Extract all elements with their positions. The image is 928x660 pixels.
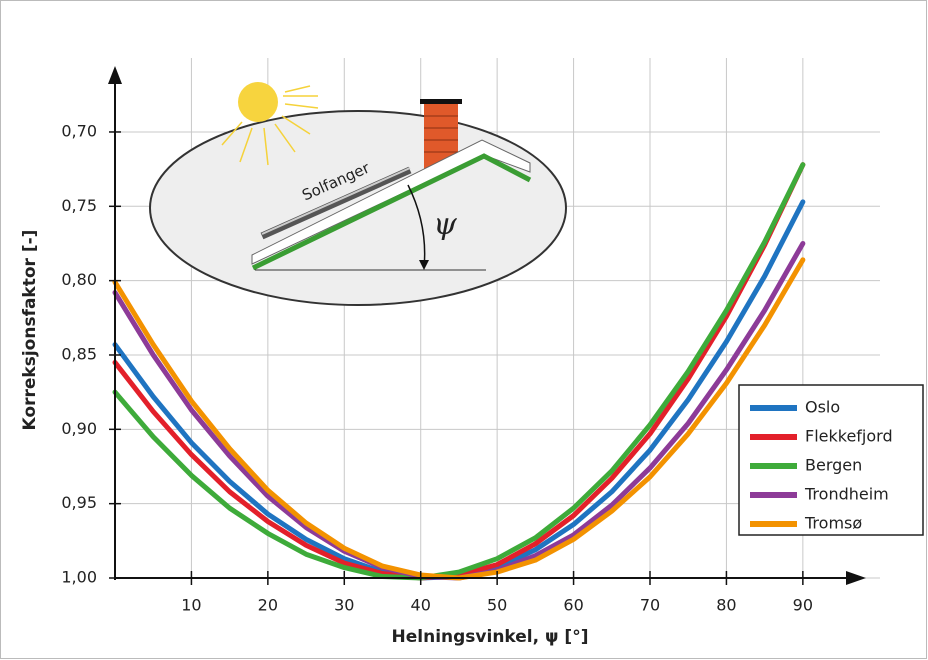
x-tick-label: 40: [411, 596, 431, 615]
y-tick-label: 0,70: [61, 121, 97, 140]
y-tick-label: 0,75: [61, 196, 97, 215]
legend-label: Tromsø: [804, 514, 862, 533]
x-axis-label: Helningsvinkel, ψ [°]: [392, 627, 589, 647]
legend-label: Bergen: [805, 456, 862, 475]
x-tick-label: 90: [793, 596, 813, 615]
x-tick-label: 70: [640, 596, 660, 615]
legend-label: Trondheim: [804, 485, 889, 504]
x-tick-label: 50: [487, 596, 507, 615]
chimney-cap: [420, 99, 462, 104]
x-tick-label: 80: [716, 596, 736, 615]
x-tick-label: 20: [258, 596, 278, 615]
angle-symbol: ψ: [433, 207, 457, 242]
legend-label: Oslo: [805, 398, 840, 417]
legend-label: Flekkefjord: [805, 427, 893, 446]
y-tick-label: 1,00: [61, 568, 97, 587]
x-tick-label: 60: [563, 596, 583, 615]
y-tick-label: 0,95: [61, 493, 97, 512]
y-tick-label: 0,90: [61, 419, 97, 438]
y-axis-label: Korreksjonsfaktor [-]: [20, 230, 40, 431]
sun: [238, 82, 278, 122]
chart: Solfanger ψ OsloFlekkefjordBergenTrondhe…: [0, 0, 928, 660]
y-tick-label: 0,85: [61, 344, 97, 363]
x-tick-label: 10: [181, 596, 201, 615]
y-tick-label: 0,80: [61, 270, 97, 289]
x-tick-label: 30: [334, 596, 354, 615]
